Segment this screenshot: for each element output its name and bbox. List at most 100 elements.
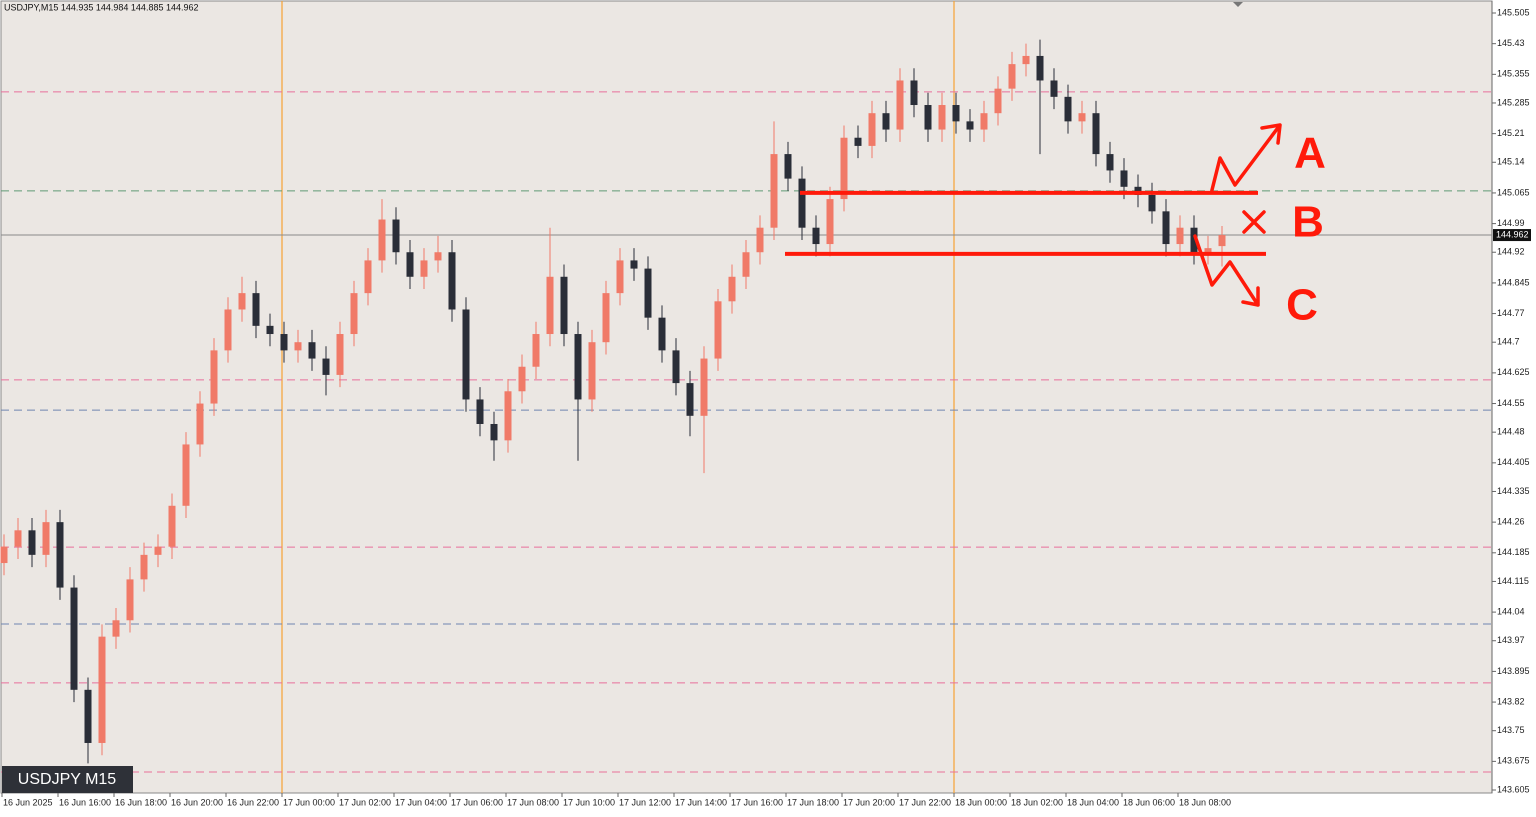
candle-body [910,80,918,106]
x-tick-label: 16 Jun 22:00 [227,797,279,807]
y-tick-label: 144.625 [1497,367,1530,377]
y-tick-label: 145.505 [1497,7,1530,17]
y-tick-label: 145.355 [1497,69,1530,79]
candle-body [924,105,932,130]
candle-body [602,293,610,343]
y-tick-label: 144.115 [1497,576,1529,586]
x-tick-label: 16 Jun 18:00 [115,797,167,807]
x-tick-label: 17 Jun 10:00 [563,797,615,807]
candle-body [1008,64,1016,89]
candle-body [98,636,106,743]
y-tick-label: 144.405 [1497,457,1530,467]
y-tick-label: 144.7 [1497,337,1520,347]
candle-body [350,293,358,335]
candle-body [378,219,386,261]
candle-body [196,403,204,445]
candle-body [616,260,624,294]
candle-body [294,342,302,351]
candle-body [560,276,568,335]
candle-body [644,268,652,318]
candle-body [364,260,372,294]
candle-body [686,383,694,416]
candle-body [1134,186,1142,195]
symbol-badge [2,766,133,793]
scenario-label: B [1292,198,1324,247]
candle-body [1204,248,1212,253]
candle-body [392,219,400,253]
candle-body [826,199,834,245]
scenario-arrow-down [1193,234,1260,307]
candle-body [1148,194,1156,212]
candle-body [1218,235,1226,247]
y-tick-label: 143.605 [1497,784,1530,794]
x-tick-label: 16 Jun 20:00 [171,797,223,807]
candle-body [1078,113,1086,122]
candle-body [266,325,274,335]
y-tick-label: 145.065 [1497,187,1530,197]
x-tick-label: 18 Jun 00:00 [955,797,1007,807]
candle-body [112,620,120,637]
candle-body [546,276,554,335]
x-tick-label: 17 Jun 06:00 [451,797,503,807]
x-tick-label: 17 Jun 00:00 [283,797,335,807]
candle-body [476,399,484,424]
y-tick-label: 144.845 [1497,277,1530,287]
candle-body [854,137,862,146]
candle-body [700,358,708,416]
candle-body [70,587,78,690]
y-tick-label: 144.185 [1497,547,1530,557]
candle-body [574,334,582,400]
scenario-label: A [1294,129,1326,178]
candle-body [896,80,904,130]
candle-body [210,350,218,404]
y-tick-label: 143.75 [1497,725,1525,735]
candle-body [406,252,414,277]
plot-area [0,0,1493,794]
candle-body [770,154,778,228]
candle-body [756,227,764,253]
candle-body [462,309,470,400]
scenario-x [1242,210,1266,234]
y-tick-label: 144.48 [1497,427,1525,437]
y-tick-label: 144.55 [1497,398,1525,408]
candle-body [882,113,890,130]
x-tick-label: 18 Jun 06:00 [1123,797,1175,807]
scenario-arrow-up [1210,123,1282,192]
candle-body [420,260,428,277]
candle-body [952,105,960,122]
x-tick-label: 17 Jun 04:00 [395,797,447,807]
candle-body [154,546,162,555]
x-tick-label: 17 Jun 16:00 [731,797,783,807]
candle-body [966,121,974,130]
y-tick-label: 143.82 [1497,696,1525,706]
shift-marker [1233,2,1243,7]
candle-body [224,309,232,351]
candle-body [14,530,22,547]
candle-body [84,689,92,743]
y-tick-label: 144.26 [1497,517,1525,527]
y-tick-label: 144.335 [1497,486,1530,496]
candle-body [322,358,330,375]
candle-body [1162,211,1170,245]
candle-body [504,391,512,441]
y-tick-label: 145.21 [1497,128,1525,138]
candle-body [0,546,8,564]
candle-body [742,252,750,277]
x-tick-label: 17 Jun 22:00 [899,797,951,807]
candle-body [1176,227,1184,245]
x-tick-label: 18 Jun 02:00 [1011,797,1063,807]
candle-body [518,366,526,392]
candle-body [728,276,736,302]
y-tick-label: 144.92 [1497,247,1525,257]
candle-body [532,334,540,367]
candle-body [840,137,848,200]
candle-body [308,342,316,359]
y-tick-label: 145.285 [1497,97,1530,107]
candle-body [1064,96,1072,122]
candle-body [28,530,36,555]
x-tick-label: 17 Jun 02:00 [339,797,391,807]
candle-body [56,522,64,588]
x-tick-label: 17 Jun 08:00 [507,797,559,807]
current-price-box [1493,229,1531,242]
